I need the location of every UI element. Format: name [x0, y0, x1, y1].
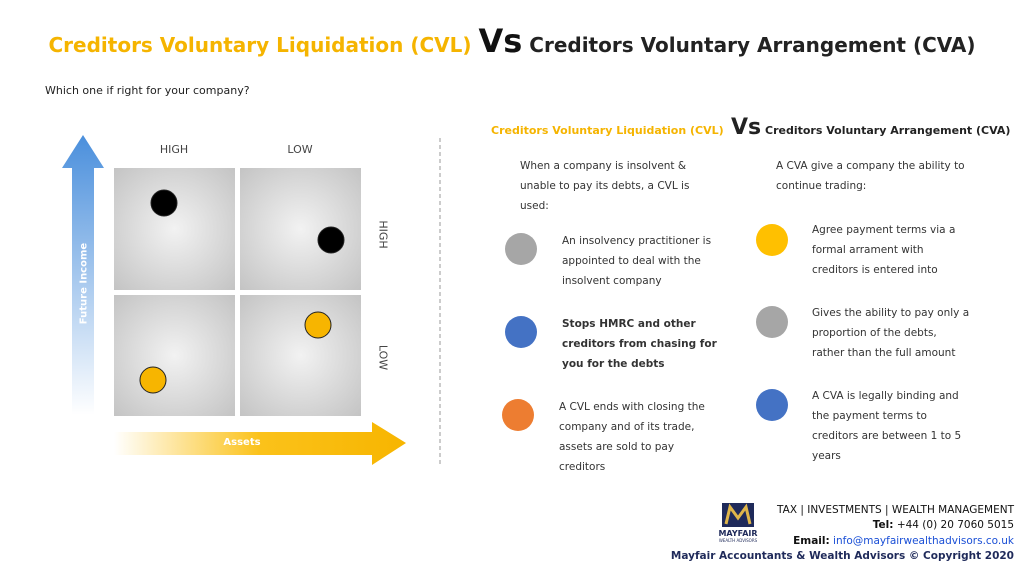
cvl-bullets [502, 233, 537, 431]
cmp-head-right: Creditors Voluntary Arrangement (CVA) [765, 124, 1011, 137]
cvl-item: A CVL ends with closing the company and … [559, 401, 705, 473]
y-axis-label: Future Income [78, 242, 90, 325]
tel-number: +44 (0) 20 7060 5015 [896, 519, 1014, 531]
logo-text: MAYFAIR [718, 529, 758, 538]
title-right: Creditors Voluntary Arrangement (CVA) [529, 33, 976, 57]
cvl-item: An insolvency practitioner is appointed … [562, 235, 712, 287]
cva-intro: A CVA give a company the ability to cont… [776, 160, 965, 192]
top-label: HIGH [159, 143, 189, 156]
cva-item: Gives the ability to pay only a proporti… [812, 307, 970, 359]
cvl-item: Stops HMRC and other creditors from chas… [562, 318, 717, 370]
subtitle: Which one if right for your company? [45, 84, 250, 97]
matrix-dots [139, 189, 345, 394]
cmp-head-left: Creditors Voluntary Liquidation (CVL) [491, 124, 724, 137]
email-label: Email: [793, 535, 830, 547]
title-vs: Vs [478, 22, 523, 60]
email-link[interactable]: info@mayfairwealthadvisors.co.uk [833, 535, 1014, 547]
services: TAX | INVESTMENTS | WEALTH MANAGEMENT [777, 504, 1014, 516]
tel-label: Tel: [872, 519, 894, 531]
y-arrow [62, 135, 104, 415]
cva-item: A CVA is legally binding and the payment… [812, 390, 962, 462]
title-left: Creditors Voluntary Liquidation (CVL) [48, 33, 472, 57]
email: Email: info@mayfairwealthadvisors.co.uk [793, 535, 1014, 547]
cvl-intro: When a company is insolvent & unable to … [520, 160, 690, 212]
cva-item: Agree payment terms via a formal arramen… [812, 224, 956, 276]
side-label: LOW [376, 344, 390, 371]
top-label: LOW [287, 143, 313, 156]
x-arrow [114, 422, 406, 465]
cva-bullets [756, 224, 788, 421]
logo-subtext: WEALTH ADVISORS [718, 538, 758, 543]
tel: Tel: +44 (0) 20 7060 5015 [873, 519, 1014, 531]
side-label: HIGH [376, 220, 390, 249]
title: Creditors Voluntary Liquidation (CVL) Vs… [0, 22, 1024, 60]
cmp-head-vs: Vs [731, 115, 762, 140]
matrix-cells [114, 168, 361, 416]
x-axis-label: Assets [223, 437, 261, 448]
logo-mark [722, 503, 754, 527]
copyright: Mayfair Accountants & Wealth Advisors © … [670, 550, 1014, 562]
